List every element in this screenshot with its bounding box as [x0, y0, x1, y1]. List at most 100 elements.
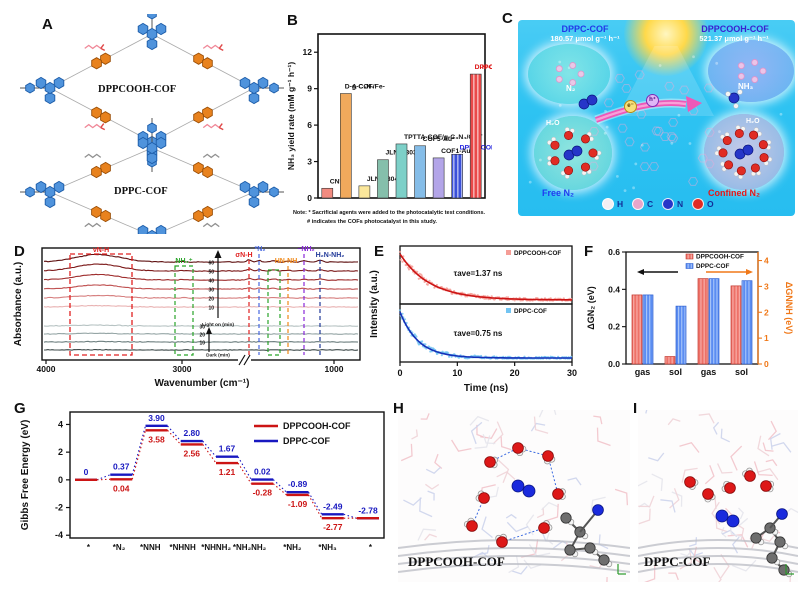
panel-h: DPPCOOH-COF [392, 402, 632, 588]
svg-text:0: 0 [84, 467, 89, 477]
svg-text:CN*: CN* [330, 178, 343, 185]
svg-text:10: 10 [199, 341, 205, 347]
svg-text:0: 0 [764, 359, 769, 369]
snapshot-caption-dppcooh: DPPCOOH-COF [408, 554, 505, 569]
svg-text:30: 30 [567, 368, 577, 378]
legend-item-h: H [602, 198, 623, 210]
svg-text:Absorbance (a.u.): Absorbance (a.u.) [13, 262, 24, 346]
svg-text:TPTTA-COF/g-C₃N₄/CNT: TPTTA-COF/g-C₃N₄/CNT [404, 134, 483, 141]
svg-text:gas: gas [701, 367, 717, 377]
legend-item-c: C [632, 198, 653, 210]
svg-text:-1.09: -1.09 [288, 499, 308, 509]
o-atom-icon [692, 198, 704, 210]
svg-text:6: 6 [307, 120, 312, 130]
panel-i: DPPC-COF [630, 402, 798, 588]
n2-label: N₂ [566, 84, 576, 93]
n-atom-icon [662, 198, 674, 210]
svg-text:0.0: 0.0 [608, 359, 620, 369]
electron-icon: e⁻ [624, 100, 637, 113]
structure-label-dppcooh-cof: DPPCOOH-COF [98, 84, 177, 95]
panel-g-label: G [14, 400, 26, 417]
svg-text:gas: gas [635, 367, 651, 377]
snapshot-caption-dppc: DPPC-COF [644, 554, 711, 569]
md-snapshot-dppc [638, 410, 798, 582]
svg-text:H-COF#: H-COF# [482, 64, 492, 71]
svg-text:-2.49: -2.49 [323, 501, 343, 511]
svg-text:0.4: 0.4 [608, 284, 620, 294]
svg-text:3: 3 [764, 281, 769, 291]
svg-text:Light on (min): Light on (min) [202, 322, 234, 328]
legend-o-label: O [707, 199, 714, 209]
panel-a: DPPCOOH-COF DPPC-COF [12, 14, 288, 238]
svg-text:HN-NH: HN-NH [275, 258, 298, 265]
svg-text:ΔGNNH (eV): ΔGNNH (eV) [784, 282, 794, 334]
svg-text:*NH₃: *NH₃ [318, 543, 337, 552]
gibbs-bar-chart: 0.0 0.2 0.4 0.6 0 1 2 3 4 gas sol gas sol DPPCOOH-COF… [586, 247, 794, 377]
svg-text:*: * [87, 543, 91, 552]
svg-text:0.2: 0.2 [608, 322, 620, 332]
cof-structures-drawing [20, 14, 284, 234]
svg-text:DPPCOOH-COF: DPPCOOH-COF [283, 421, 351, 431]
h2o-label-right: H₂O [746, 118, 760, 125]
svg-text:−NH₂: −NH₂ [297, 246, 314, 253]
svg-text:4000: 4000 [37, 364, 56, 374]
structure-label-dppc-cof: DPPC-COF [114, 186, 168, 197]
mechanism-illustration: DPPC-COF 180.57 μmol g⁻¹ h⁻¹ DPPCOOH-COF… [518, 20, 795, 216]
svg-text:4: 4 [58, 419, 63, 429]
panel-d-label: D [14, 243, 25, 260]
svg-text:30: 30 [208, 288, 214, 294]
svg-text:50: 50 [208, 270, 214, 276]
svg-text:DPPC-COF: DPPC-COF [283, 436, 331, 446]
svg-text:COF1-Au*: COF1-Au* [441, 148, 473, 155]
svg-text:-0.89: -0.89 [288, 479, 308, 489]
svg-text:0.04: 0.04 [113, 483, 130, 493]
svg-text:1.21: 1.21 [219, 467, 236, 477]
dppcooh-cof-rate: 521.37 μmol g⁻¹ h⁻¹ [699, 34, 769, 43]
panel-f: 0.0 0.2 0.4 0.6 0 1 2 3 4 gas sol gas sol DPPCOOH-COF… [582, 242, 799, 398]
svg-text:*NH₂: *NH₂ [283, 543, 302, 552]
svg-text:g-C₃N₄: g-C₃N₄ [352, 84, 375, 91]
panel-a-label: A [42, 16, 53, 33]
svg-text:3.90: 3.90 [148, 413, 165, 423]
svg-text:1.67: 1.67 [219, 444, 236, 454]
dppc-cof-title: DPPC-COF [561, 24, 609, 34]
framework-bubble-left [528, 44, 610, 104]
fluorescence-decay-chart: DPPCOOH-COF DPPC-COF τave=1.37 ns τave=0.75… [369, 245, 577, 394]
svg-text:σN-H: σN-H [235, 252, 252, 259]
svg-text:-2.78: -2.78 [358, 505, 378, 515]
svg-text:COF5-Au*: COF5-Au* [423, 136, 455, 143]
svg-text:0: 0 [307, 193, 312, 203]
svg-text:60: 60 [208, 261, 214, 267]
nh3-label: NH₃ [738, 82, 754, 91]
svg-text:*NH₂NH₂: *NH₂NH₂ [233, 543, 267, 552]
svg-text:NH₄⁺: NH₄⁺ [175, 258, 192, 265]
panel-b-label: B [287, 12, 298, 29]
svg-text:Gibbs Free Energy (eV): Gibbs Free Energy (eV) [20, 420, 31, 531]
svg-text:*N₂: *N₂ [113, 543, 126, 552]
svg-text:ΔGN₂ (eV): ΔGN₂ (eV) [586, 286, 596, 329]
svg-text:Note: * Sacrificial agents wer: Note: * Sacrificial agents were added to… [293, 210, 486, 216]
svg-text:4: 4 [764, 256, 769, 266]
svg-text:τave=0.75 ns: τave=0.75 ns [454, 329, 503, 338]
svg-text:40: 40 [208, 279, 214, 285]
svg-text:1: 1 [764, 333, 769, 343]
panel-d: νN-H NH₄⁺ σN-H *N₂ HN-NH −NH₂ H₂N-NH₂ 60 50 40 30 2… [12, 242, 370, 398]
svg-text:20: 20 [208, 297, 214, 303]
svg-text:DPPCOO: DPPCOO [475, 64, 492, 71]
svg-text:2: 2 [58, 447, 63, 457]
svg-text:Wavenumber (cm⁻¹): Wavenumber (cm⁻¹) [155, 378, 250, 389]
svg-text:30: 30 [199, 325, 205, 331]
svg-text:NH₃ yield rate (mM g⁻¹ h⁻¹): NH₃ yield rate (mM g⁻¹ h⁻¹) [286, 62, 296, 170]
svg-text:τave=1.37 ns: τave=1.37 ns [454, 269, 503, 278]
svg-text:0: 0 [397, 368, 402, 378]
svg-text:-4: -4 [55, 530, 63, 540]
panel-h-label: H [393, 400, 404, 417]
svg-text:20: 20 [510, 368, 520, 378]
svg-text:-2.77: -2.77 [323, 522, 343, 532]
svg-text:2: 2 [764, 307, 769, 317]
svg-text:*NNH: *NNH [140, 543, 161, 552]
legend-item-n: N [662, 198, 683, 210]
panel-e: DPPCOOH-COF DPPC-COF τave=1.37 ns τave=0.75… [368, 242, 582, 398]
legend-n-label: N [677, 199, 684, 209]
panel-g: -4 -2 0 2 4 Gibbs Free Energy (eV) 0 0.37 3.90 2.… [12, 400, 392, 588]
